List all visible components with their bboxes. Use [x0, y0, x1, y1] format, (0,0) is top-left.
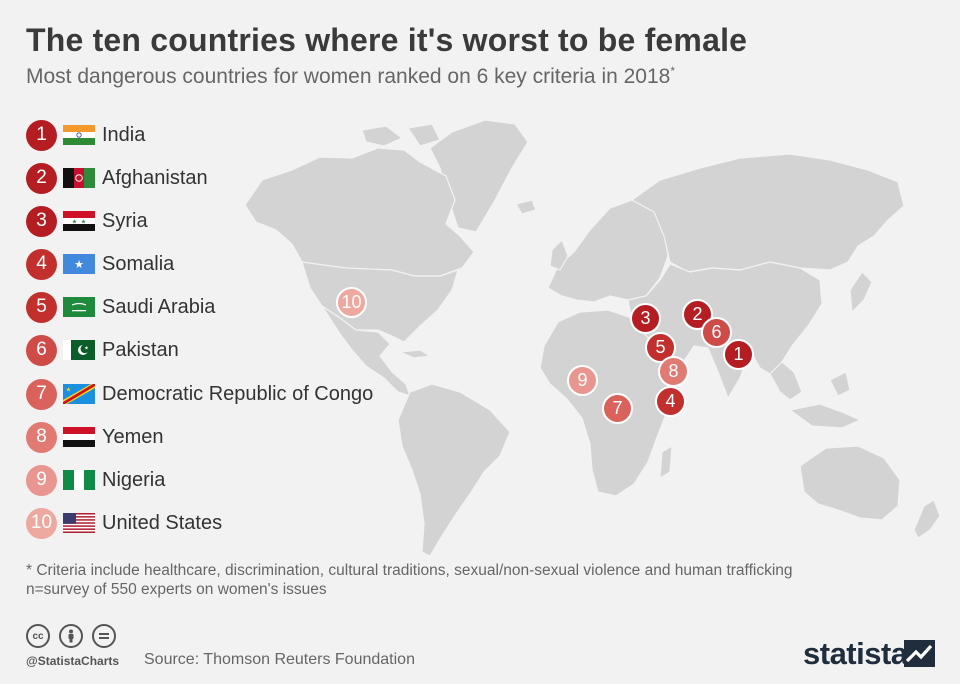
rank-circle: 9: [26, 464, 57, 496]
subtitle-text: Most dangerous countries for women ranke…: [26, 65, 671, 88]
rank-circle: 7: [26, 378, 57, 410]
landmass-arctic-islands: [361, 125, 404, 147]
map-marker-india[interactable]: 1: [723, 339, 754, 370]
map-marker-united-states[interactable]: 10: [336, 287, 367, 318]
country-name: Democratic Republic of Congo: [102, 382, 374, 405]
twitter-handle[interactable]: @StatistaCharts: [26, 654, 120, 668]
yemen-flag-icon: [63, 427, 95, 447]
landmass-south-america: [397, 383, 511, 557]
nd-icon[interactable]: [92, 624, 116, 648]
rank-circle: 3: [26, 205, 57, 237]
rank-circle: 2: [26, 162, 57, 194]
nigeria-flag-icon: [63, 470, 95, 490]
landmass-madagascar: [659, 444, 673, 480]
rank-circle: 4: [26, 248, 57, 280]
map-marker-nigeria[interactable]: 9: [567, 365, 598, 396]
usa-flag-icon: [63, 513, 95, 533]
legend-row: 9 Nigeria: [26, 464, 165, 496]
drc-flag-icon: ★: [63, 384, 95, 404]
map-marker-pakistan[interactable]: 6: [701, 317, 732, 348]
map-marker-drc[interactable]: 7: [602, 393, 633, 424]
footnote-marker: *: [670, 64, 676, 78]
page-subtitle: Most dangerous countries for women ranke…: [26, 64, 675, 89]
landmass-australia: [799, 445, 901, 521]
svg-text:★: ★: [72, 218, 77, 225]
legend-row: 3 ★ ★ Syria: [26, 205, 148, 237]
country-name: Afghanistan: [102, 166, 208, 189]
legend-row: 5 Saudi Arabia: [26, 291, 215, 323]
landmass-japan: [849, 271, 873, 314]
country-name: United States: [102, 511, 223, 534]
by-icon[interactable]: [59, 624, 83, 648]
country-name: Somalia: [102, 252, 175, 275]
footnote-criteria: * Criteria include healthcare, discrimin…: [26, 562, 793, 579]
country-name: Syria: [102, 209, 148, 232]
source-note: Source: Thomson Reuters Foundation: [144, 651, 415, 668]
landmass-central-america: [321, 305, 411, 397]
svg-text:★: ★: [74, 259, 84, 271]
footnote-survey: n=survey of 550 experts on women's issue…: [26, 581, 327, 598]
landmass-asia-north: [630, 153, 905, 273]
map-marker-yemen[interactable]: 8: [658, 356, 689, 387]
pakistan-flag-icon: ★: [63, 340, 95, 360]
syria-flag-icon: ★ ★: [63, 211, 95, 231]
rank-circle: 6: [26, 334, 57, 366]
somalia-flag-icon: ★: [63, 254, 95, 274]
map-marker-syria[interactable]: 3: [630, 303, 661, 334]
country-name: India: [102, 123, 146, 146]
country-name: Nigeria: [102, 468, 166, 491]
legend-row: 4 ★ Somalia: [26, 248, 174, 280]
map-marker-somalia[interactable]: 4: [655, 386, 686, 417]
country-name: Yemen: [102, 425, 164, 448]
saudi-arabia-flag-icon: [63, 297, 95, 317]
svg-text:★: ★: [66, 387, 71, 394]
legend-row: 6 ★ Pakistan: [26, 334, 179, 366]
legend-row: 8 Yemen: [26, 421, 164, 453]
footnote: * Criteria include healthcare, discrimin…: [26, 561, 793, 599]
cc-icon[interactable]: cc: [26, 624, 50, 648]
country-name: Pakistan: [102, 338, 179, 361]
legend-row: 7 ★ Democratic Republic of Congo: [26, 378, 373, 410]
legend-row: 1 India: [26, 119, 145, 151]
svg-text:★: ★: [84, 346, 89, 352]
legend-row: 10 United States: [26, 507, 222, 539]
svg-text:★: ★: [81, 218, 86, 225]
afghanistan-flag-icon: [63, 168, 95, 188]
rank-circle: 5: [26, 291, 57, 323]
legend-row: 2 Afghanistan: [26, 162, 208, 194]
page-title: The ten countries where it's worst to be…: [26, 22, 748, 58]
statista-logo-text[interactable]: statista: [803, 636, 908, 671]
landmass-greenland: [429, 119, 529, 233]
country-name: Saudi Arabia: [102, 295, 216, 318]
landmass-southeast-asia: [769, 361, 803, 401]
india-flag-icon: [63, 125, 95, 145]
rank-circle: 10: [26, 507, 57, 539]
rank-circle: 8: [26, 421, 57, 453]
rank-circle: 1: [26, 119, 57, 151]
statista-logo-icon: [904, 640, 935, 667]
